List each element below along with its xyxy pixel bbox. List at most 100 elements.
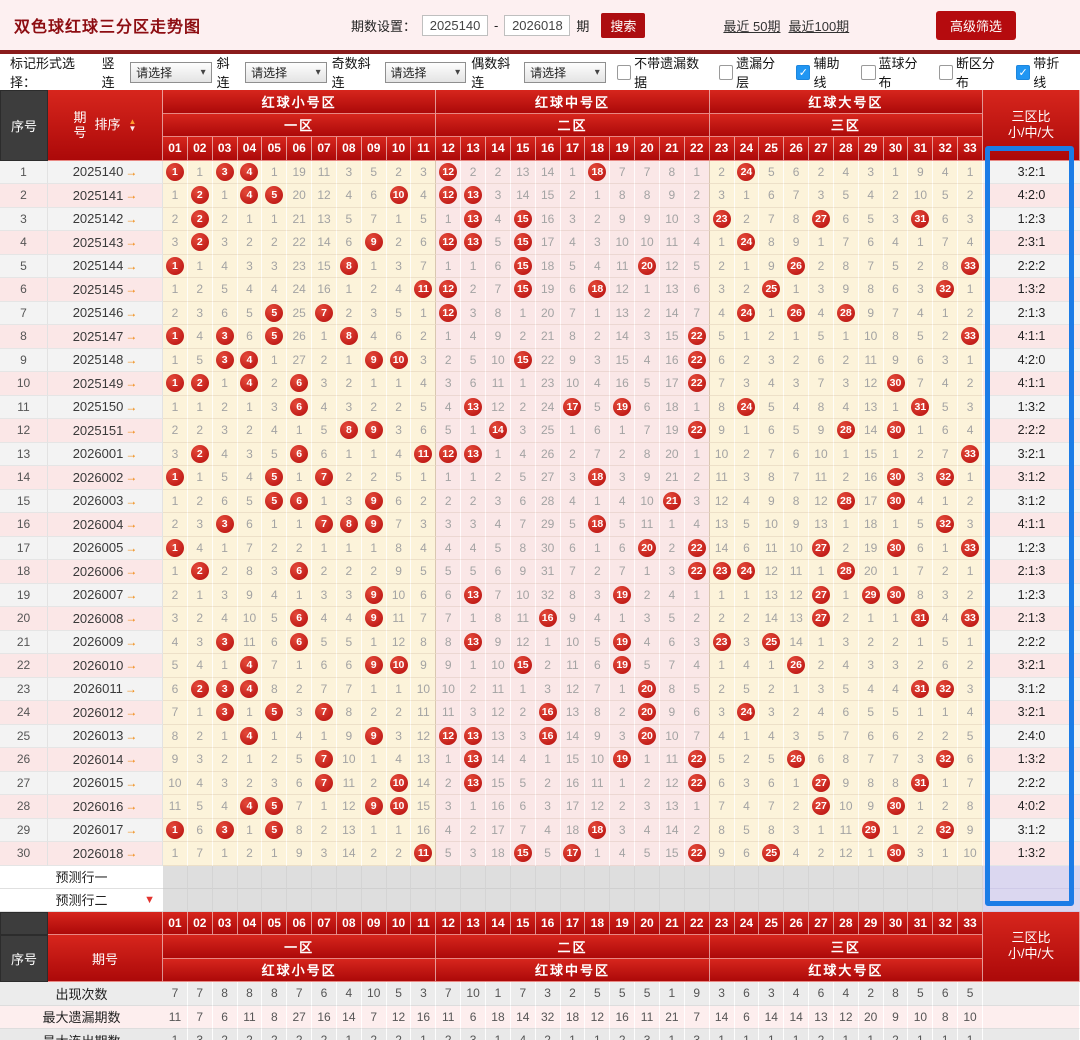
prediction-cell[interactable] bbox=[734, 865, 760, 889]
miss-cell: 1 bbox=[585, 184, 611, 208]
sort-arrows-icon[interactable]: ▲ ▼ bbox=[128, 116, 137, 133]
miss-cell: 1 bbox=[784, 677, 810, 701]
recent-50-link[interactable]: 最近 50期 bbox=[723, 18, 781, 34]
prediction-cell[interactable] bbox=[237, 865, 263, 889]
prediction-cell[interactable] bbox=[958, 888, 983, 912]
ball-cell: 7 bbox=[312, 466, 337, 490]
ball-cell: 13 bbox=[461, 184, 487, 208]
prediction-cell[interactable] bbox=[659, 865, 685, 889]
prediction-cell[interactable] bbox=[784, 865, 810, 889]
prediction-cell[interactable] bbox=[486, 865, 511, 889]
prediction-cell[interactable] bbox=[187, 865, 213, 889]
miss-cell: 7 bbox=[635, 419, 660, 443]
prediction-cell[interactable] bbox=[336, 865, 362, 889]
prediction-cell[interactable] bbox=[635, 865, 660, 889]
prediction-cell[interactable] bbox=[287, 865, 313, 889]
checked-checkbox-icon[interactable]: ✓ bbox=[796, 64, 811, 80]
filter-checkbox-0[interactable]: 不带遗漏数据 bbox=[616, 53, 708, 91]
connect-select-3[interactable]: 请选择 ▾ bbox=[524, 61, 606, 83]
prediction-cell[interactable] bbox=[386, 865, 412, 889]
prediction-cell[interactable] bbox=[411, 888, 437, 912]
prediction-cell[interactable] bbox=[560, 865, 586, 889]
sort-control[interactable]: 排序 bbox=[94, 117, 121, 133]
filter-checkbox-2[interactable]: ✓ 辅助线 bbox=[796, 53, 850, 91]
prediction-cell[interactable] bbox=[535, 888, 561, 912]
prediction-cell[interactable] bbox=[461, 865, 487, 889]
prediction-cell[interactable] bbox=[411, 865, 437, 889]
prediction-cell[interactable] bbox=[908, 888, 934, 912]
connect-select-2[interactable]: 请选择 ▾ bbox=[384, 61, 467, 83]
prediction-cell[interactable] bbox=[809, 888, 834, 912]
prediction-cell[interactable] bbox=[784, 888, 810, 912]
prediction-cell[interactable] bbox=[610, 888, 636, 912]
prediction-cell[interactable] bbox=[833, 865, 859, 889]
prediction-cell[interactable] bbox=[734, 888, 760, 912]
prediction-cell[interactable] bbox=[709, 865, 735, 889]
unchecked-checkbox-icon[interactable] bbox=[616, 64, 632, 80]
filter-checkbox-5[interactable]: ✓ 带折线 bbox=[1015, 53, 1070, 91]
prediction-cell[interactable] bbox=[163, 865, 188, 889]
period-from-input[interactable] bbox=[422, 14, 489, 36]
prediction-row-label[interactable]: 预测行一 bbox=[0, 865, 163, 889]
prediction-cell[interactable] bbox=[336, 888, 362, 912]
unchecked-checkbox-icon[interactable] bbox=[861, 64, 876, 80]
prediction-cell[interactable] bbox=[858, 888, 884, 912]
unchecked-checkbox-icon[interactable] bbox=[938, 64, 953, 80]
prediction-cell[interactable] bbox=[883, 865, 909, 889]
prediction-cell[interactable] bbox=[933, 888, 959, 912]
prediction-cell[interactable] bbox=[908, 865, 934, 889]
prediction-cell[interactable] bbox=[212, 865, 238, 889]
prediction-cell[interactable] bbox=[958, 865, 983, 889]
prediction-cell[interactable] bbox=[535, 865, 561, 889]
prediction-cell[interactable] bbox=[212, 888, 238, 912]
checked-checkbox-icon[interactable]: ✓ bbox=[1015, 64, 1031, 80]
prediction-cell[interactable] bbox=[709, 888, 735, 912]
search-button[interactable]: 搜索 bbox=[601, 12, 646, 38]
prediction-row-label[interactable]: 预测行二 ▼ bbox=[0, 888, 163, 912]
prediction-cell[interactable] bbox=[436, 865, 462, 889]
prediction-cell[interactable] bbox=[585, 865, 611, 889]
prediction-cell[interactable] bbox=[287, 888, 313, 912]
prediction-cell[interactable] bbox=[510, 888, 536, 912]
prediction-cell[interactable] bbox=[759, 888, 785, 912]
filter-checkbox-4[interactable]: 断区分布 bbox=[938, 53, 1005, 91]
prediction-cell[interactable] bbox=[635, 888, 660, 912]
advanced-filter-button[interactable]: 高级筛选 bbox=[935, 10, 1016, 40]
prediction-cell[interactable] bbox=[833, 888, 859, 912]
prediction-cell[interactable] bbox=[163, 888, 188, 912]
prediction-cell[interactable] bbox=[436, 888, 462, 912]
period-number: 2026008 bbox=[72, 610, 124, 626]
prediction-cell[interactable] bbox=[610, 865, 636, 889]
prediction-cell[interactable] bbox=[461, 888, 487, 912]
prediction-cell[interactable] bbox=[684, 865, 710, 889]
prediction-cell[interactable] bbox=[684, 888, 710, 912]
prediction-cell[interactable] bbox=[237, 888, 263, 912]
prediction-cell[interactable] bbox=[262, 865, 288, 889]
prediction-cell[interactable] bbox=[933, 865, 959, 889]
prediction-cell[interactable] bbox=[386, 888, 412, 912]
prediction-cell[interactable] bbox=[361, 888, 387, 912]
connect-select-1[interactable]: 请选择 ▾ bbox=[245, 61, 327, 83]
prediction-cell[interactable] bbox=[510, 865, 536, 889]
period-to-input[interactable] bbox=[504, 14, 571, 36]
recent-100-link[interactable]: 最近100期 bbox=[788, 18, 850, 34]
prediction-cell[interactable] bbox=[809, 865, 834, 889]
prediction-cell[interactable] bbox=[486, 888, 511, 912]
miss-cell: 5 bbox=[759, 160, 785, 184]
prediction-cell[interactable] bbox=[883, 888, 909, 912]
prediction-cell[interactable] bbox=[312, 865, 337, 889]
prediction-cell[interactable] bbox=[659, 888, 685, 912]
prediction-cell[interactable] bbox=[560, 888, 586, 912]
unchecked-checkbox-icon[interactable] bbox=[718, 64, 734, 80]
prediction-cell[interactable] bbox=[585, 888, 611, 912]
prediction-cell[interactable] bbox=[858, 865, 884, 889]
prediction-cell[interactable] bbox=[262, 888, 288, 912]
prediction-cell[interactable] bbox=[187, 888, 213, 912]
connect-select-0[interactable]: 请选择 ▾ bbox=[130, 61, 212, 83]
filter-checkbox-1[interactable]: 遗漏分层 bbox=[718, 53, 785, 91]
prediction-cell[interactable] bbox=[361, 865, 387, 889]
prediction-cell[interactable] bbox=[759, 865, 785, 889]
miss-cell: 1 bbox=[287, 583, 313, 607]
filter-checkbox-3[interactable]: 蓝球分布 bbox=[861, 53, 927, 91]
prediction-cell[interactable] bbox=[312, 888, 337, 912]
